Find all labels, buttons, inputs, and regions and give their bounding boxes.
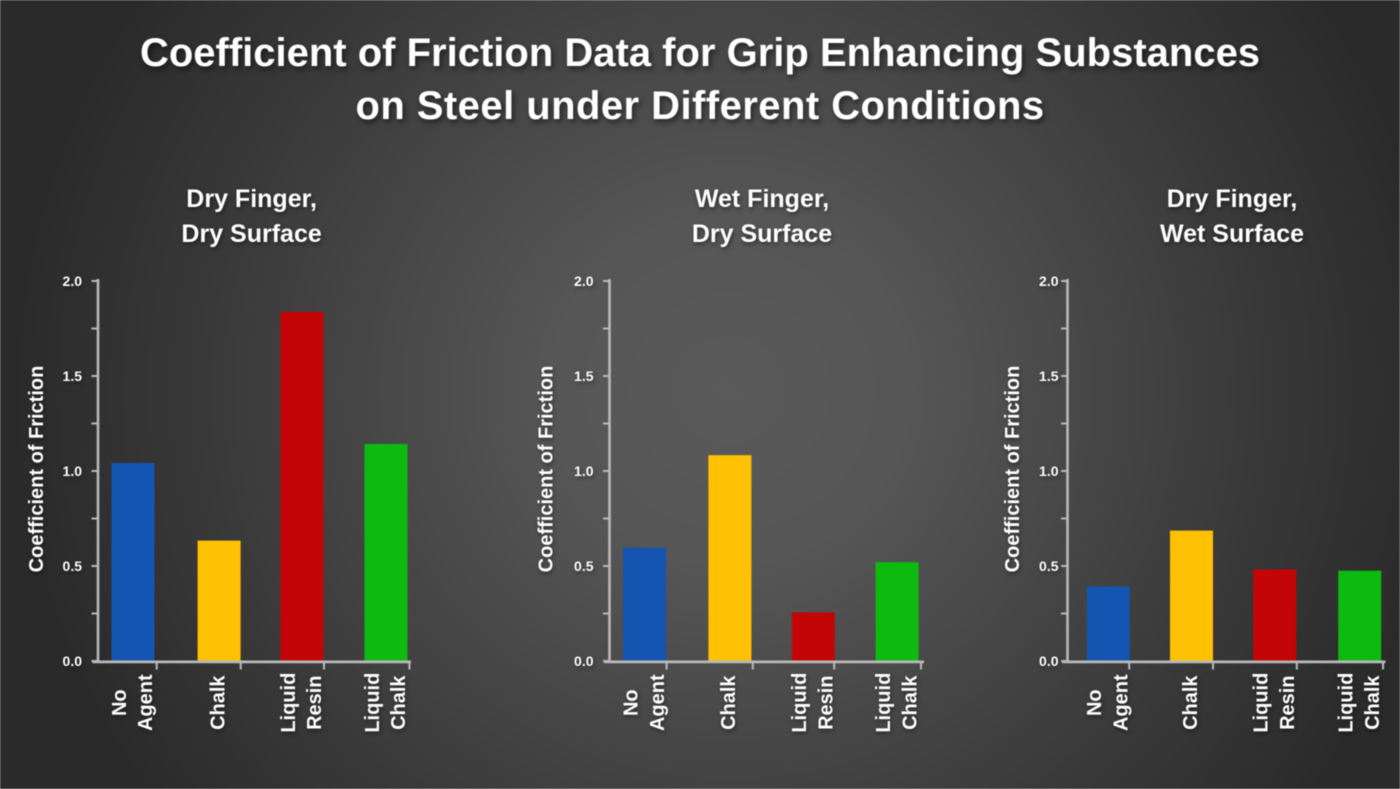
svg-text:Chalk: Chalk — [899, 675, 921, 730]
svg-text:No: No — [1084, 689, 1106, 716]
svg-text:Coefficient of Friction: Coefficient of Friction — [26, 366, 48, 573]
svg-text:Liquid: Liquid — [789, 673, 811, 733]
svg-text:2.0: 2.0 — [63, 273, 83, 289]
svg-text:Resin: Resin — [816, 675, 838, 729]
svg-text:1.0: 1.0 — [63, 463, 83, 479]
svg-text:1.5: 1.5 — [574, 368, 594, 384]
svg-text:2.0: 2.0 — [574, 273, 594, 289]
svg-text:Chalk: Chalk — [388, 675, 410, 730]
svg-text:Chalk: Chalk — [207, 675, 229, 730]
svg-text:1.0: 1.0 — [574, 463, 594, 479]
svg-text:Liquid: Liquid — [278, 673, 300, 733]
svg-text:1.5: 1.5 — [63, 368, 83, 384]
svg-text:0.5: 0.5 — [63, 558, 83, 574]
svg-text:0.5: 0.5 — [1039, 558, 1059, 574]
svg-text:2.0: 2.0 — [1039, 273, 1059, 289]
svg-text:1.0: 1.0 — [1039, 463, 1059, 479]
svg-text:Chalk: Chalk — [1180, 675, 1202, 730]
svg-text:Chalk: Chalk — [718, 675, 740, 730]
svg-text:No: No — [109, 689, 131, 716]
svg-text:Agent: Agent — [647, 674, 669, 731]
svg-text:No: No — [620, 689, 642, 716]
svg-text:Liquid: Liquid — [1336, 673, 1358, 733]
svg-text:0.5: 0.5 — [574, 558, 594, 574]
svg-text:Coefficient of Friction: Coefficient of Friction — [536, 366, 558, 573]
svg-text:0.0: 0.0 — [1039, 653, 1059, 669]
svg-text:0.0: 0.0 — [63, 653, 83, 669]
svg-text:Resin: Resin — [1277, 675, 1299, 729]
svg-text:Liquid: Liquid — [873, 673, 895, 733]
svg-text:Liquid: Liquid — [362, 673, 384, 733]
svg-text:Liquid: Liquid — [1251, 673, 1273, 733]
svg-text:Chalk: Chalk — [1362, 675, 1384, 730]
svg-text:Coefficient of Friction: Coefficient of Friction — [1002, 366, 1024, 573]
svg-text:Agent: Agent — [1111, 674, 1133, 731]
svg-text:1.5: 1.5 — [1039, 368, 1059, 384]
svg-text:Resin: Resin — [304, 675, 326, 729]
svg-text:Agent: Agent — [135, 674, 157, 731]
svg-text:0.0: 0.0 — [574, 653, 594, 669]
